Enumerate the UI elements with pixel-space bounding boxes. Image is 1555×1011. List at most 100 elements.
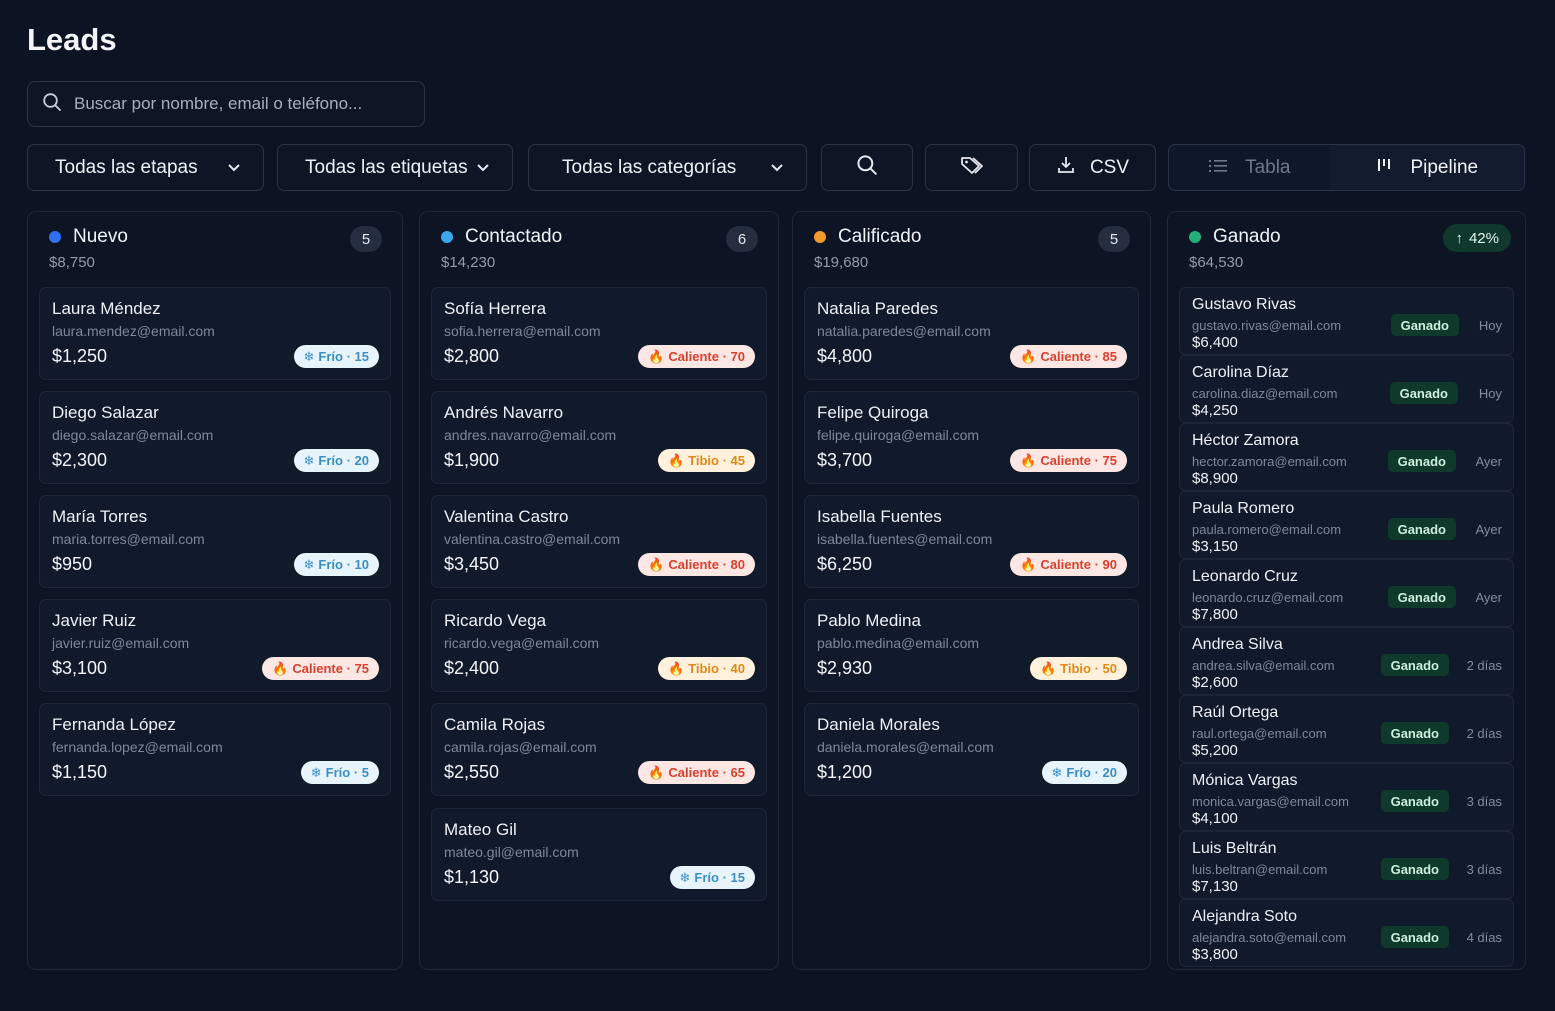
lead-amount: $6,250 [817, 554, 873, 574]
csv-label: CSV [1089, 156, 1130, 178]
lead-amount: $2,600 [1192, 674, 1238, 691]
search-box [27, 81, 425, 127]
view-toggle: Tabla Pipeline [1168, 144, 1525, 191]
won-lead-card[interactable]: Leonardo Cruz leonardo.cruz@email.com $7… [1179, 559, 1514, 627]
temperature-badge: 🔥 Caliente · 80 [638, 553, 755, 576]
won-lead-card[interactable]: Mónica Vargas monica.vargas@email.com $4… [1179, 763, 1514, 831]
lead-card[interactable]: Felipe Quiroga felipe.quiroga@email.com … [804, 391, 1139, 484]
view-table-label: Tabla [1245, 156, 1291, 178]
won-lead-card[interactable]: Andrea Silva andrea.silva@email.com $2,6… [1179, 627, 1514, 695]
lead-name: Camila Rojas [444, 715, 546, 734]
lead-email: raul.ortega@email.com [1192, 726, 1327, 741]
won-badge: Ganado [1387, 518, 1456, 540]
lead-email: hector.zamora@email.com [1192, 454, 1347, 469]
fire-icon: 🔥 [1039, 660, 1057, 676]
lead-email: isabella.fuentes@email.com [817, 531, 993, 547]
lead-card[interactable]: Camila Rojas camila.rojas@email.com $2,5… [431, 703, 767, 796]
toolbar: Todas las etapas Todas las etiquetas Tod… [27, 144, 1525, 191]
view-table-button[interactable]: Tabla [1169, 145, 1331, 190]
won-lead-card[interactable]: Héctor Zamora hector.zamora@email.com $8… [1179, 423, 1514, 491]
lead-card[interactable]: Andrés Navarro andres.navarro@email.com … [431, 391, 767, 484]
lead-amount: $1,130 [444, 867, 500, 887]
won-time: 3 días [1466, 794, 1502, 809]
lead-email: maria.torres@email.com [52, 531, 205, 547]
temperature-badge: 🔥 Tibio · 40 [657, 657, 755, 680]
column-contactado: Contactado $14,230 6 Sofía Herrera sofia… [419, 211, 779, 970]
stage-select[interactable]: Todas las etapas [27, 144, 264, 191]
badge-label: Frío · 20 [318, 453, 369, 468]
csv-export-button[interactable]: CSV [1029, 144, 1156, 191]
lead-email: sofia.herrera@email.com [444, 323, 601, 339]
view-pipeline-button[interactable]: Pipeline [1330, 145, 1524, 190]
download-icon [1056, 155, 1076, 181]
tag-select[interactable]: Todas las etiquetas [277, 144, 513, 191]
won-lead-card[interactable]: Luis Beltrán luis.beltran@email.com $7,1… [1179, 831, 1514, 899]
lead-amount: $1,900 [444, 450, 500, 470]
lead-email: leonardo.cruz@email.com [1192, 590, 1344, 605]
column-count: 6 [726, 226, 758, 252]
lead-card[interactable]: Diego Salazar diego.salazar@email.com $2… [39, 391, 391, 484]
badge-label: Frío · 15 [318, 349, 369, 364]
won-lead-card[interactable]: Raúl Ortega raul.ortega@email.com $5,200… [1179, 695, 1514, 763]
lead-amount: $5,200 [1192, 742, 1238, 759]
lead-card[interactable]: Ricardo Vega ricardo.vega@email.com $2,4… [431, 599, 767, 692]
won-badge: Ganado [1387, 586, 1456, 608]
won-lead-card[interactable]: Carolina Díaz carolina.diaz@email.com $4… [1179, 355, 1514, 423]
lead-name: Laura Méndez [52, 299, 161, 318]
category-select[interactable]: Todas las categorías [528, 144, 807, 191]
lead-card[interactable]: Daniela Morales daniela.morales@email.co… [804, 703, 1139, 796]
lead-name: Alejandra Soto [1192, 908, 1297, 925]
column-nuevo: Nuevo $8,750 5 Laura Méndez laura.mendez… [27, 211, 403, 970]
lead-card[interactable]: Valentina Castro valentina.castro@email.… [431, 495, 767, 588]
fire-icon: 🔥 [648, 348, 665, 364]
lead-card[interactable]: Pablo Medina pablo.medina@email.com $2,9… [804, 599, 1139, 692]
category-select-label: Todas las categorías [562, 156, 737, 178]
lead-card[interactable]: Fernanda López fernanda.lopez@email.com … [39, 703, 391, 796]
temperature-badge: ❄ Frío · 20 [1041, 761, 1127, 784]
badge-label: Tibio · 45 [688, 453, 745, 468]
lead-name: Felipe Quiroga [817, 403, 929, 422]
won-badge: Ganado [1380, 790, 1449, 812]
lead-name: Andrea Silva [1192, 636, 1283, 653]
lead-name: Isabella Fuentes [817, 507, 942, 526]
lead-email: luis.beltran@email.com [1192, 862, 1328, 877]
lead-card[interactable]: Isabella Fuentes isabella.fuentes@email.… [804, 495, 1139, 588]
fire-icon: 🔥 [1020, 556, 1037, 572]
column-title: Nuevo [73, 226, 128, 247]
lead-amount: $2,300 [52, 450, 108, 470]
lead-amount: $3,700 [817, 450, 873, 470]
lead-card[interactable]: Natalia Paredes natalia.paredes@email.co… [804, 287, 1139, 380]
won-lead-card[interactable]: Alejandra Soto alejandra.soto@email.com … [1179, 899, 1514, 967]
lead-card[interactable]: Mateo Gil mateo.gil@email.com $1,130 ❄ Fr… [431, 808, 767, 901]
fire-icon: 🔥 [667, 660, 685, 676]
lead-card[interactable]: Laura Méndez laura.mendez@email.com $1,2… [39, 287, 391, 380]
lead-card[interactable]: Javier Ruiz javier.ruiz@email.com $3,100… [39, 599, 391, 692]
lead-card[interactable]: Sofía Herrera sofia.herrera@email.com $2… [431, 287, 767, 380]
temperature-badge: ❄ Frío · 5 [300, 761, 379, 784]
lead-amount: $3,100 [52, 658, 108, 678]
lead-email: carolina.diaz@email.com [1192, 386, 1338, 401]
lead-email: camila.rojas@email.com [444, 739, 597, 755]
lead-card[interactable]: María Torres maria.torres@email.com $950… [39, 495, 391, 588]
lead-name: Luis Beltrán [1192, 840, 1277, 857]
column-calificado: Calificado $19,680 5 Natalia Paredes nat… [792, 211, 1151, 970]
stage-dot [814, 231, 826, 243]
badge-label: Tibio · 40 [688, 661, 745, 676]
snowflake-icon: ❄ [303, 452, 315, 468]
badge-label: Frío · 10 [318, 557, 369, 572]
lead-name: Mateo Gil [444, 820, 517, 839]
lead-amount: $1,150 [52, 762, 108, 782]
search-input[interactable] [74, 94, 394, 114]
won-lead-card[interactable]: Gustavo Rivas gustavo.rivas@email.com $6… [1179, 287, 1514, 355]
snowflake-icon: ❄ [303, 556, 315, 572]
search-button[interactable] [821, 144, 913, 191]
lead-amount: $2,550 [444, 762, 500, 782]
lead-email: natalia.paredes@email.com [817, 323, 991, 339]
lead-name: Leonardo Cruz [1192, 568, 1298, 585]
won-lead-card[interactable]: Paula Romero paula.romero@email.com $3,1… [1179, 491, 1514, 559]
won-time: 4 días [1466, 930, 1502, 945]
column-ganado: Ganado $64,530 ↑ 42% Gustavo Rivas gustav… [1167, 211, 1526, 970]
lead-amount: $4,800 [817, 346, 873, 366]
lead-email: andrea.silva@email.com [1192, 658, 1335, 673]
tags-button[interactable] [925, 144, 1018, 191]
